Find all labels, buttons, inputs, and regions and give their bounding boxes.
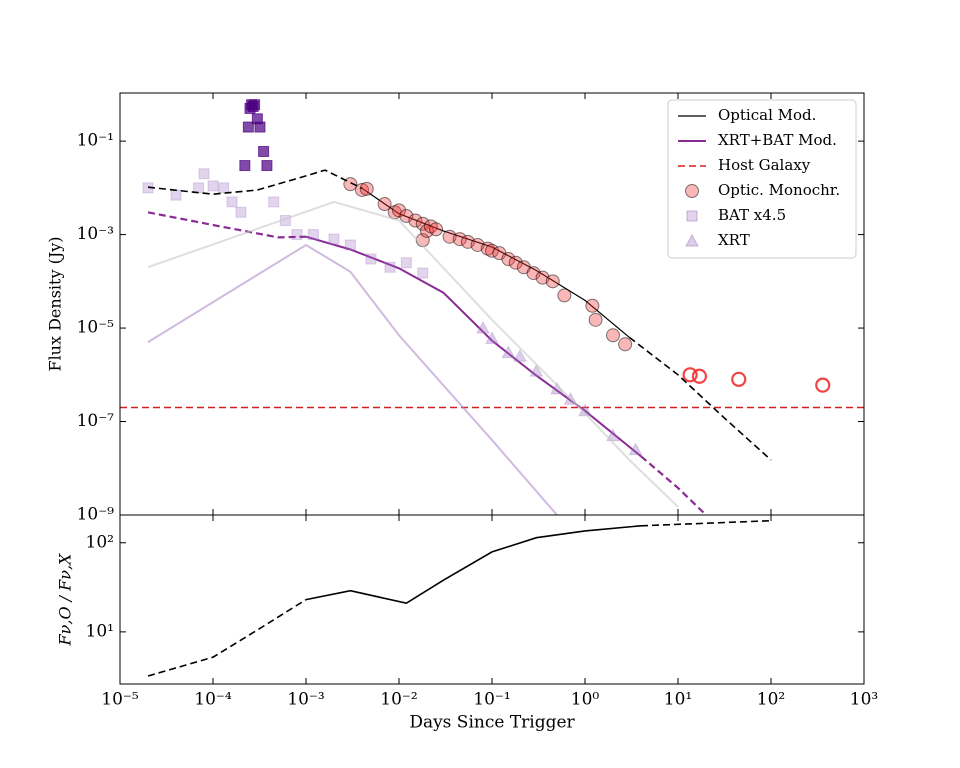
model-line [147,169,772,461]
marker-circle [419,223,434,238]
marker-square [291,229,303,241]
marker-square [686,210,698,222]
plot-area [147,519,772,677]
marker-square [242,121,254,133]
marker-square [235,206,247,218]
marker-square [261,160,273,172]
x-tick-label: 10⁻⁵ [101,690,139,710]
marker-square [384,261,396,273]
model-line [147,243,558,515]
marker-square [258,145,270,157]
legend-label: XRT+BAT Mod. [718,131,837,149]
marker-circle [815,377,831,393]
marker-triangle [476,321,490,334]
model-line [147,200,679,508]
marker-triangle [513,349,527,362]
legend-label: Optic. Monochr. [718,181,840,199]
marker-square [254,121,266,133]
legend-box [667,99,857,259]
legend-label: XRT [718,231,750,249]
y-tick-label: 10⁻⁹ [77,505,115,525]
marker-square [249,99,261,111]
y-tick-label: 10⁻⁵ [77,318,115,338]
marker-circle [618,337,633,352]
marker-square [170,189,182,201]
marker-circle [588,312,603,327]
marker-square [198,168,210,180]
x-axis-label: Days Since Trigger [409,713,575,733]
marker-circle [392,203,406,218]
marker-circle [691,368,708,384]
marker-square [239,160,251,172]
x-tick-label: 10² [757,690,785,710]
marker-circle [545,274,560,289]
marker-circle [452,232,467,247]
marker-circle [354,182,369,197]
marker-square [218,182,230,194]
marker-circle [605,328,620,343]
marker-circle [399,208,414,223]
marker-circle [429,222,444,237]
marker-triangle [685,233,699,247]
x-tick-label: 10⁻² [380,690,417,710]
y-tick-label: 10⁻⁷ [77,411,115,431]
marker-circle [585,298,600,313]
marker-square [328,233,340,245]
marker-square [207,180,219,192]
y-tick-label: 10¹ [86,621,114,641]
marker-circle [682,367,698,383]
marker-circle [731,371,747,387]
y-tick-label: 10⁻¹ [77,131,114,151]
y-tick-label: 10² [86,532,114,552]
marker-circle [557,288,572,303]
marker-square [400,257,412,269]
marker-triangle [628,442,643,456]
legend-label: BAT x4.5 [718,206,786,224]
legend-label: Host Galaxy [718,156,811,174]
marker-circle [359,181,374,196]
model-line [361,187,630,338]
marker-circle [377,197,392,212]
marker-triangle [485,331,499,344]
marker-square [344,239,356,251]
y-axis-label: Flux Density (Jy) [46,236,65,371]
marker-square [268,196,280,208]
plot-area [120,99,864,515]
marker-circle [526,266,541,281]
x-tick-label: 10⁻⁴ [194,690,232,710]
marker-circle [508,255,523,270]
marker-triangle [606,428,620,442]
x-tick-label: 10⁰ [571,690,600,710]
legend-label: Optical Mod. [718,106,816,124]
y-tick-label: 10⁻³ [77,224,114,244]
y-axis-label: Fν,O / Fν,X [56,553,75,647]
marker-circle [408,213,423,228]
marker-circle [501,252,516,267]
marker-circle [685,184,699,198]
x-tick-label: 10⁻³ [287,690,324,710]
marker-square [365,253,377,265]
marker-square [417,267,429,279]
x-tick-label: 10⁻¹ [473,690,510,710]
marker-circle [415,216,430,231]
x-tick-label: 10³ [850,690,878,710]
marker-square [193,182,205,194]
marker-triangle [529,364,544,377]
model-line [305,525,642,605]
x-tick-label: 10¹ [664,690,692,710]
model-line [147,519,772,677]
marker-circle [343,177,358,192]
marker-triangle [501,345,516,358]
marker-square [226,196,238,208]
marker-square [307,229,319,241]
model-line [147,211,707,515]
